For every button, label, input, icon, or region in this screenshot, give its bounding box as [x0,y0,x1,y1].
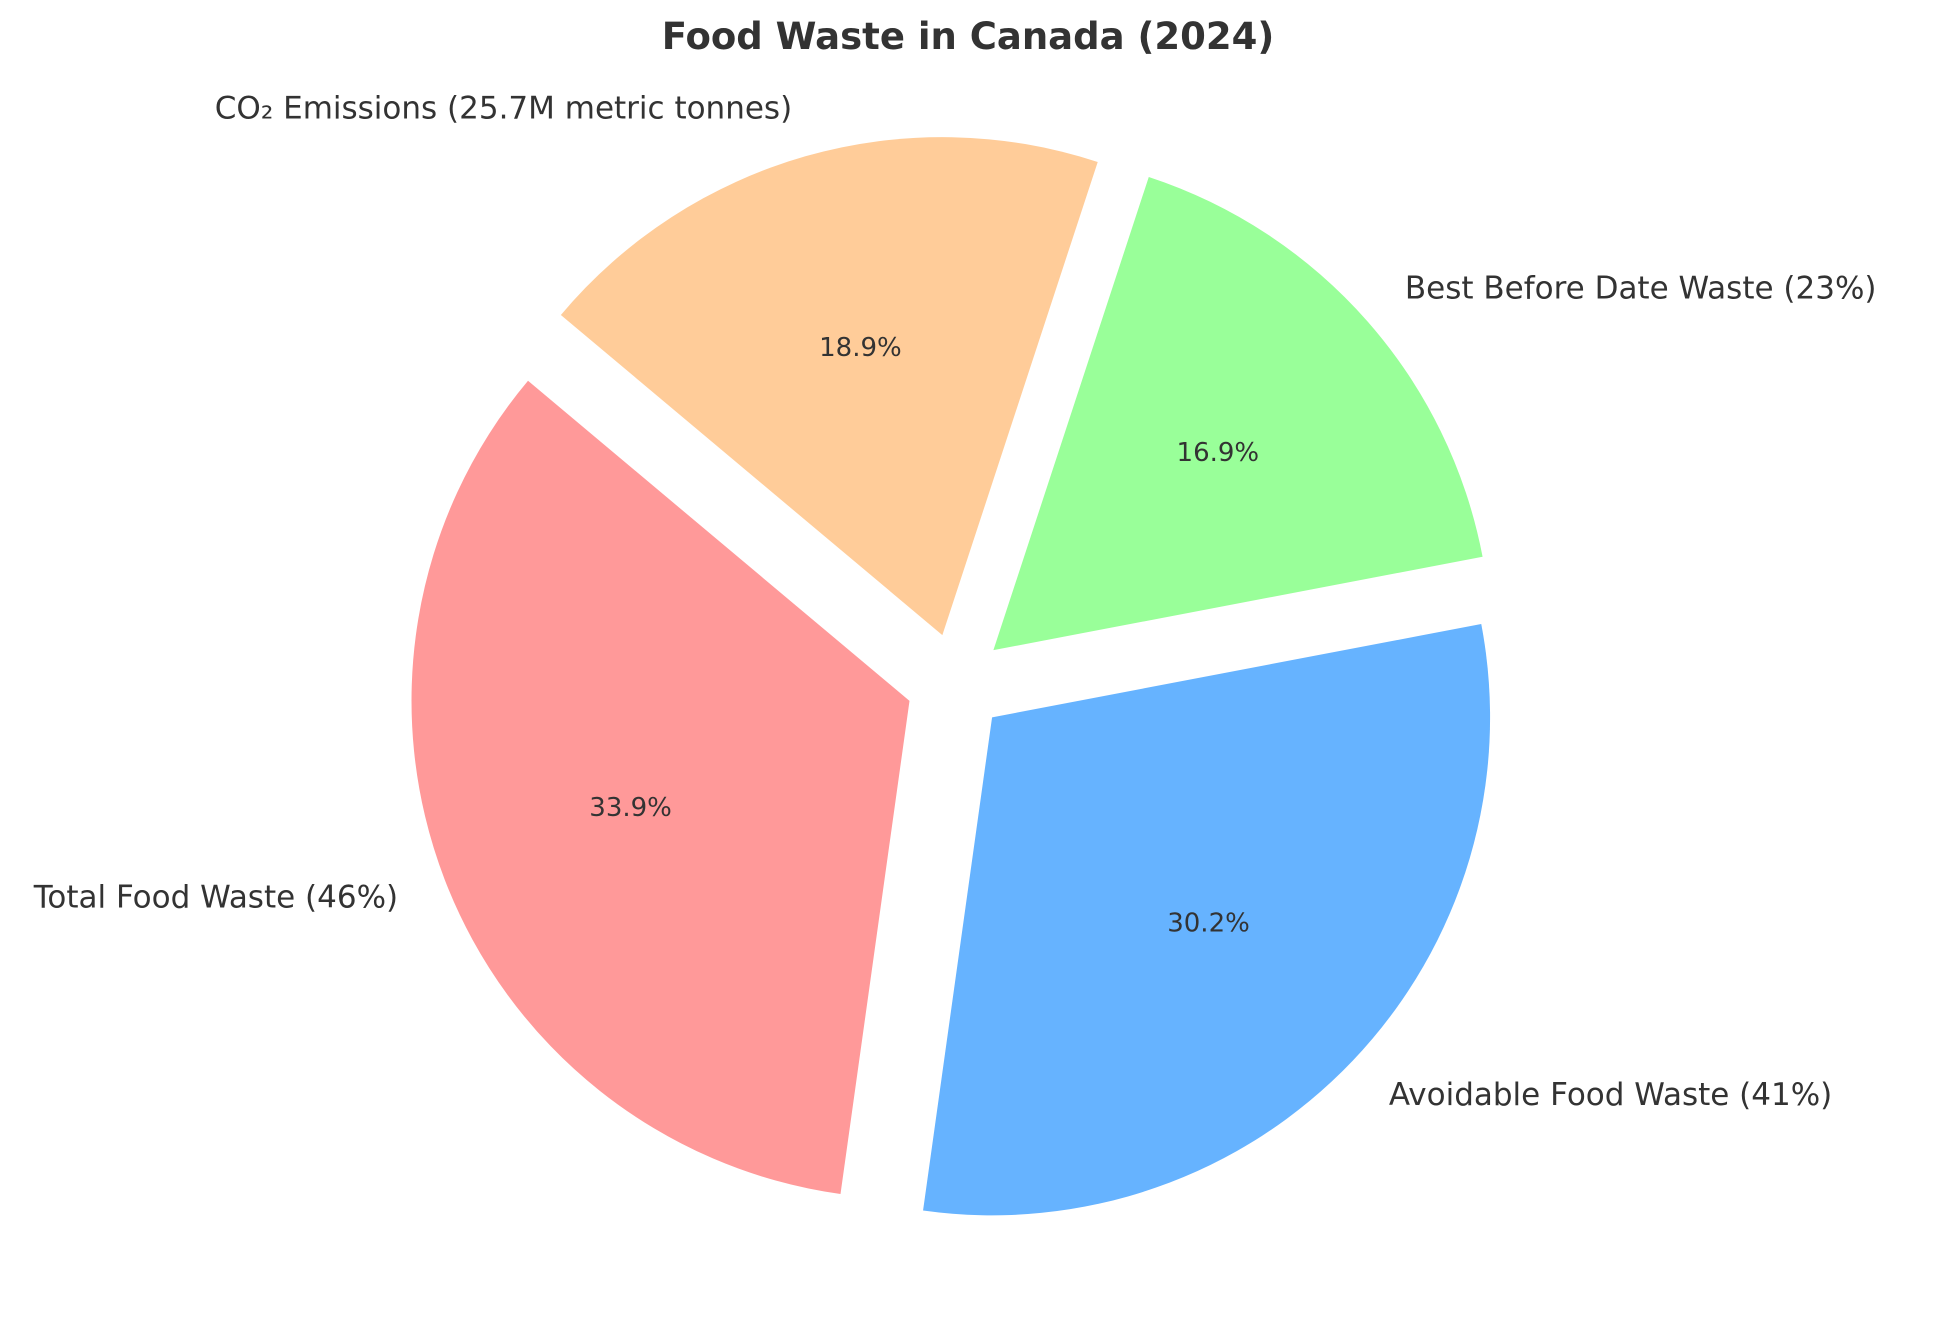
slices-layer [411,137,1491,1216]
slice-label-best-before-date-waste: Best Before Date Waste (23%) [1405,270,1877,306]
slice-label-co-emissions: CO₂ Emissions (25.7M metric tonnes) [215,90,792,126]
percent-label-total-food-waste: 33.9% [589,793,672,823]
slice-label-avoidable-food-waste: Avoidable Food Waste (41%) [1389,1077,1832,1113]
chart-title: Food Waste in Canada (2024) [662,15,1275,58]
pie-slice-best-before-date-waste [993,176,1483,651]
percent-label-best-before-date-waste: 16.9% [1177,438,1260,468]
slice-label-total-food-waste: Total Food Waste (46%) [33,879,398,915]
pie-slice-total-food-waste [411,380,910,1195]
pie-slice-co-emissions [560,137,1098,636]
pie-slice-avoidable-food-waste [923,623,1491,1216]
labels-layer: 33.9% Total Food Waste (46%) 30.2% Avoidabl… [33,90,1877,1113]
percent-label-co-emissions: 18.9% [819,333,902,363]
percent-label-avoidable-food-waste: 30.2% [1167,908,1250,938]
